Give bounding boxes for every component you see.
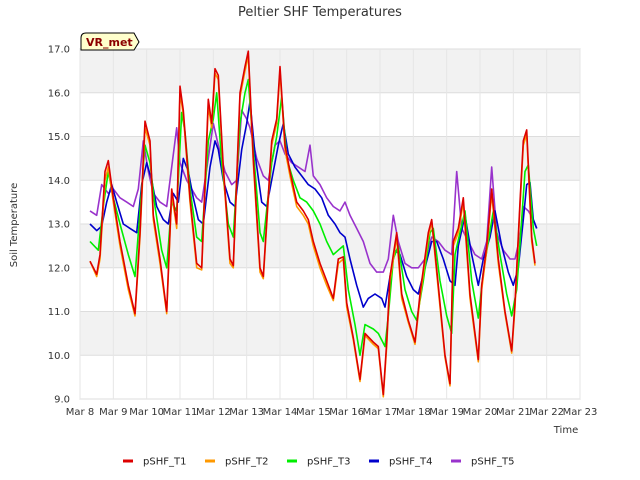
x-tick-label: Mar 9 (99, 407, 127, 418)
grid-bands (80, 49, 580, 356)
y-axis-ticks: 9.0 10.0 11.0 12.0 13.0 14.0 15.0 16.0 17.0 (48, 45, 70, 406)
x-axis-title: Time (553, 425, 578, 436)
x-tick-label: Mar 17 (363, 407, 398, 418)
x-tick-label: Mar 11 (163, 407, 198, 418)
x-tick-label: Mar 8 (66, 407, 94, 418)
legend: pSHF_T1 pSHF_T2 pSHF_T3 pSHF_T4 pSHF_T5 (123, 457, 514, 468)
y-tick-label: 12.0 (48, 263, 70, 274)
badge-shape (80, 32, 140, 51)
y-axis-title: Soil Temperature (9, 183, 20, 268)
legend-label: pSHF_T5 (471, 457, 514, 468)
grid-band (80, 136, 580, 181)
y-tick-label: 14.0 (48, 176, 70, 187)
y-tick-label: 17.0 (48, 45, 70, 56)
legend-label: pSHF_T2 (225, 457, 268, 468)
x-tick-label: Mar 18 (396, 407, 431, 418)
grid-lines (79, 48, 581, 400)
legend-label: pSHF_T3 (307, 457, 350, 468)
y-tick-label: 16.0 (48, 88, 70, 99)
x-tick-label: Mar 19 (429, 407, 464, 418)
y-tick-label: 15.0 (48, 132, 70, 143)
x-tick-label: Mar 12 (196, 407, 231, 418)
vr-met-badge: VR_met (80, 32, 140, 51)
legend-label: pSHF_T1 (143, 457, 186, 468)
x-tick-label: Mar 21 (496, 407, 531, 418)
x-tick-label: Mar 15 (296, 407, 331, 418)
grid-band (80, 311, 580, 356)
legend-label: pSHF_T4 (389, 457, 432, 468)
x-tick-label: Mar 22 (529, 407, 564, 418)
x-tick-label: Mar 20 (463, 407, 498, 418)
series-line-pSHF_T1 (89, 50, 536, 396)
badge-label: VR_met (86, 36, 133, 49)
y-tick-label: 11.0 (48, 307, 70, 318)
y-tick-label: 9.0 (54, 395, 70, 406)
grid-band (80, 49, 580, 93)
series-lines (89, 50, 538, 398)
y-tick-label: 10.0 (48, 351, 70, 362)
x-tick-label: Mar 14 (263, 407, 298, 418)
y-tick-label: 13.0 (48, 220, 70, 231)
x-tick-label: Mar 13 (229, 407, 264, 418)
chart-title: Peltier SHF Temperatures (238, 5, 402, 20)
x-tick-label: Mar 10 (129, 407, 164, 418)
x-tick-label: Mar 16 (329, 407, 364, 418)
series-line-pSHF_T4 (89, 100, 538, 308)
x-tick-label: Mar 23 (563, 407, 598, 418)
